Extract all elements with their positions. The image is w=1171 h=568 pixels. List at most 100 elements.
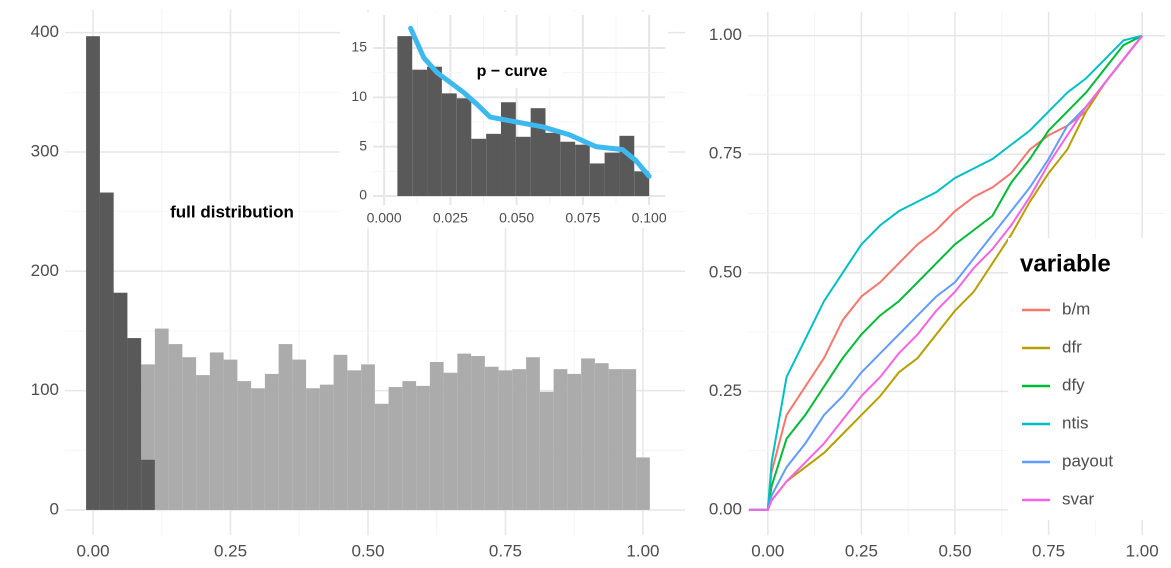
- bar: [622, 369, 637, 510]
- x-tick-label: 0.25: [845, 541, 878, 560]
- y-tick-label: 100: [31, 380, 59, 399]
- x-tick-label: 0.00: [751, 541, 784, 560]
- legend-label: dfy: [1062, 375, 1085, 394]
- ecdf-line: [749, 35, 1143, 511]
- bar: [608, 369, 623, 510]
- bar: [530, 108, 546, 197]
- ecdf-line: [749, 35, 1143, 511]
- bar: [113, 292, 128, 510]
- bar: [567, 373, 582, 510]
- ecdf-line: [749, 34, 1143, 511]
- y-tick-label: 0.50: [709, 262, 742, 281]
- y-tick-label: 400: [31, 22, 59, 41]
- bar: [512, 369, 527, 510]
- bar: [361, 364, 375, 510]
- bar: [182, 357, 197, 510]
- x-tick-label: 0.100: [632, 210, 667, 226]
- legend-label: dfr: [1062, 337, 1082, 356]
- bar: [545, 132, 561, 197]
- bar: [553, 369, 568, 510]
- x-tick-label: 0.25: [214, 541, 247, 560]
- legend-label: ntis: [1062, 413, 1088, 432]
- title-background: [462, 56, 562, 88]
- legend-title: variable: [1020, 250, 1111, 277]
- bar: [292, 359, 307, 510]
- bar: [374, 403, 389, 510]
- x-tick-label: 0.75: [489, 541, 522, 560]
- x-tick-label: 0.000: [367, 210, 402, 226]
- bar: [412, 69, 428, 197]
- bar: [636, 457, 650, 510]
- bar: [427, 66, 442, 197]
- y-tick-label: 300: [31, 141, 59, 160]
- bar: [500, 102, 516, 197]
- bar: [223, 359, 238, 510]
- bar: [634, 171, 650, 197]
- bar: [333, 354, 348, 510]
- bar: [397, 36, 413, 197]
- bar: [456, 98, 472, 197]
- bar: [484, 366, 499, 510]
- y-tick-label: 0.00: [709, 499, 742, 518]
- y-tick-label: 1.00: [709, 25, 742, 44]
- bar: [515, 136, 531, 197]
- bar: [86, 36, 100, 510]
- ecdf-line: [749, 35, 1143, 511]
- ecdf-line: [749, 34, 1143, 511]
- bar: [278, 344, 293, 510]
- bar: [388, 387, 403, 510]
- x-tick-label: 0.50: [351, 541, 384, 560]
- smooth-curve: [408, 25, 652, 179]
- bar: [99, 192, 114, 510]
- annotation: full distribution: [170, 202, 294, 221]
- bar: [604, 152, 620, 197]
- bar: [251, 388, 265, 510]
- x-tick-label: 0.75: [1032, 541, 1065, 560]
- bar: [347, 370, 362, 510]
- bar: [441, 93, 457, 197]
- x-tick-label: 0.075: [565, 210, 600, 226]
- y-tick-label: 0: [359, 187, 367, 203]
- bar: [196, 375, 210, 510]
- y-tick-label: 10: [351, 88, 367, 104]
- x-tick-label: 0.025: [433, 210, 468, 226]
- bar: [560, 141, 576, 197]
- bar: [306, 388, 320, 510]
- legend-label: b/m: [1062, 299, 1090, 318]
- bar: [237, 381, 252, 510]
- bar: [154, 328, 169, 510]
- inset-title: p − curve: [477, 63, 548, 80]
- bar: [429, 361, 444, 510]
- legend-label: svar: [1062, 489, 1094, 508]
- bar: [319, 384, 334, 510]
- x-tick-label: 1.00: [1126, 541, 1159, 560]
- bar: [589, 163, 605, 197]
- bar: [471, 138, 487, 197]
- bar: [594, 363, 609, 510]
- bar: [581, 358, 595, 510]
- bar: [526, 357, 540, 510]
- bar: [127, 338, 142, 510]
- y-tick-label: 5: [359, 137, 367, 153]
- bar: [264, 373, 279, 510]
- x-tick-label: 0.050: [499, 210, 534, 226]
- x-tick-label: 0.00: [76, 541, 109, 560]
- bar: [443, 372, 458, 510]
- legend-background: [1008, 238, 1165, 520]
- bar: [471, 356, 485, 510]
- bar: [619, 135, 635, 197]
- bar: [539, 391, 554, 510]
- bar: [457, 353, 472, 510]
- bar: [209, 352, 224, 510]
- y-tick-label: 0: [50, 499, 59, 518]
- legend-label: payout: [1062, 451, 1113, 470]
- y-tick-label: 200: [31, 261, 59, 280]
- bar: [402, 381, 417, 510]
- bar: [486, 133, 501, 197]
- bar: [416, 385, 430, 510]
- y-tick-label: 15: [351, 39, 367, 55]
- x-tick-label: 0.50: [938, 541, 971, 560]
- y-tick-label: 0.75: [709, 144, 742, 163]
